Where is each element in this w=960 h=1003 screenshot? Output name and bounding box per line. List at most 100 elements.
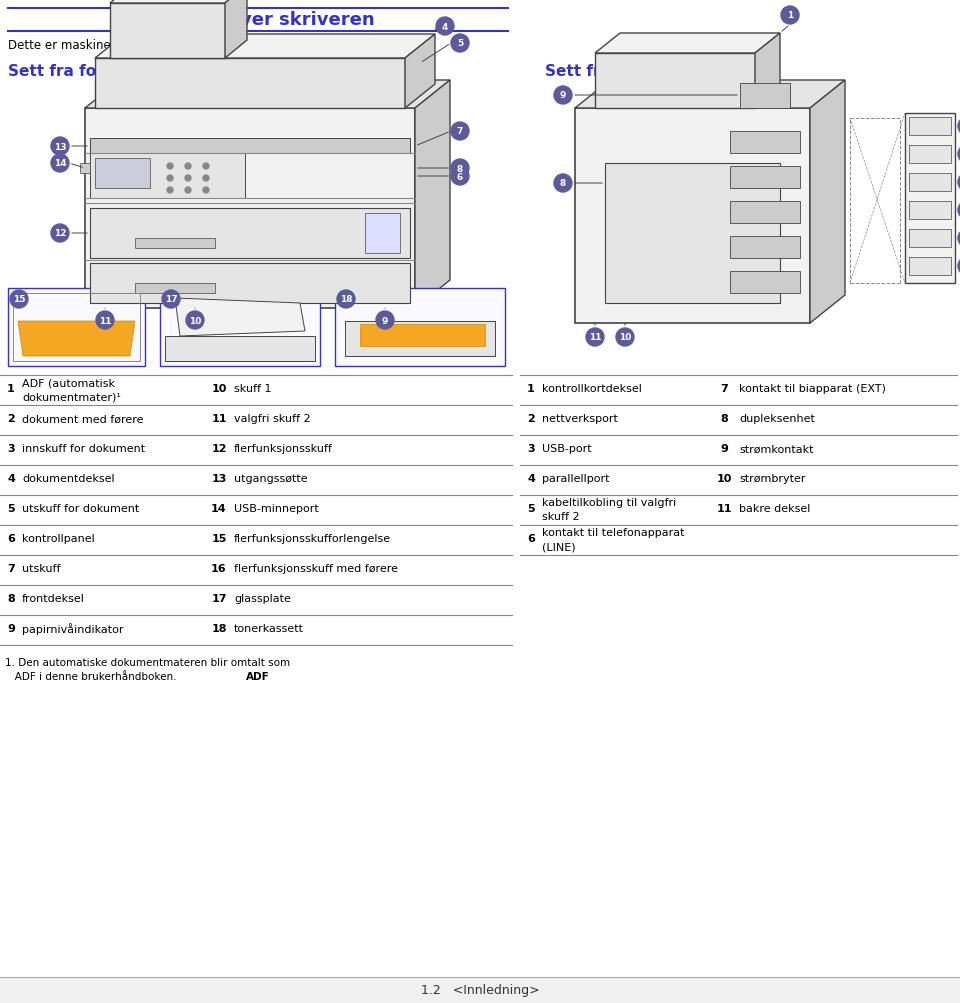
Text: dokument med førere: dokument med førere [22,414,143,424]
Text: utgangssøtte: utgangssøtte [234,474,307,484]
Text: 4: 4 [442,22,448,31]
Circle shape [451,35,469,53]
Circle shape [186,312,204,330]
Circle shape [51,154,69,173]
Text: (LINE): (LINE) [542,542,576,552]
Polygon shape [575,81,845,109]
Polygon shape [335,289,505,367]
Text: 9: 9 [720,444,728,454]
Text: Oversikt over skriveren: Oversikt over skriveren [135,11,374,29]
Text: 17: 17 [211,594,227,604]
Bar [0,977,960,1003]
Text: 6: 6 [527,534,535,544]
Circle shape [203,176,209,182]
Text: glassplate: glassplate [234,594,291,604]
Polygon shape [90,138,410,153]
Polygon shape [90,209,410,259]
Circle shape [554,87,572,105]
Circle shape [451,159,469,178]
Text: 4: 4 [7,474,15,484]
Text: 1.2   <Innledning>: 1.2 <Innledning> [420,984,540,997]
Text: 9: 9 [560,91,566,100]
Polygon shape [405,35,435,109]
Polygon shape [175,299,305,337]
Polygon shape [730,272,800,294]
Circle shape [616,329,634,347]
Text: 8: 8 [7,594,14,604]
Text: utskuff: utskuff [22,564,60,574]
Text: kontrollpanel: kontrollpanel [22,534,95,544]
Text: 3: 3 [527,444,535,454]
Circle shape [167,163,173,170]
Text: dokumentdeksel: dokumentdeksel [22,474,114,484]
Circle shape [167,188,173,194]
Polygon shape [730,166,800,189]
Polygon shape [755,34,780,109]
Polygon shape [730,131,800,153]
Polygon shape [85,109,415,309]
Polygon shape [135,284,215,294]
Text: 8: 8 [560,180,566,189]
Polygon shape [909,145,951,163]
Polygon shape [110,4,225,59]
Polygon shape [909,118,951,135]
Circle shape [51,137,69,155]
Text: 9: 9 [7,624,15,634]
Text: 6: 6 [7,534,15,544]
Text: 10: 10 [716,474,732,484]
Circle shape [958,258,960,276]
Polygon shape [95,158,150,189]
Text: 15: 15 [211,534,227,544]
Text: bakre deksel: bakre deksel [739,504,810,514]
Circle shape [958,202,960,220]
Polygon shape [95,35,435,59]
Polygon shape [85,81,450,109]
Text: 17: 17 [165,295,178,304]
Polygon shape [909,230,951,248]
Text: kontakt til telefonapparat: kontakt til telefonapparat [542,528,684,538]
Circle shape [185,163,191,170]
Circle shape [554,175,572,193]
Text: 9: 9 [382,316,388,325]
Circle shape [451,123,469,140]
Text: 1: 1 [527,384,535,394]
Text: Sett fra forsiden: Sett fra forsiden [8,63,150,78]
Text: utskuff for dokument: utskuff for dokument [22,504,139,514]
Polygon shape [135,239,215,249]
Text: USB-minneport: USB-minneport [234,504,319,514]
Text: 2: 2 [7,414,14,424]
Polygon shape [360,325,485,347]
Text: valgfri skuff 2: valgfri skuff 2 [234,414,311,424]
Text: tonerkassett: tonerkassett [234,624,304,634]
Text: 10: 10 [211,384,227,394]
Text: 1: 1 [787,11,793,20]
Text: Sett fra baksiden: Sett fra baksiden [545,63,694,78]
Text: 1. Den automatiske dokumentmateren blir omtalt som: 1. Den automatiske dokumentmateren blir … [5,657,290,667]
Circle shape [203,163,209,170]
Text: 1: 1 [7,384,14,394]
Text: ADF (automatisk: ADF (automatisk [22,378,115,388]
Circle shape [958,230,960,248]
Circle shape [96,312,114,330]
Text: 7: 7 [720,384,728,394]
Text: ADF i denne brukerhåndboken.: ADF i denne brukerhåndboken. [5,671,177,681]
Text: 7: 7 [7,564,14,574]
Text: nettverksport: nettverksport [542,414,618,424]
Text: papirnivåindikator: papirnivåindikator [22,623,124,635]
Text: 11: 11 [588,333,601,342]
Text: skuff 1: skuff 1 [234,384,272,394]
Circle shape [167,176,173,182]
Polygon shape [810,81,845,324]
Text: 11: 11 [716,504,732,514]
Circle shape [162,291,180,309]
Polygon shape [345,322,495,357]
Text: 11: 11 [99,316,111,325]
Circle shape [958,145,960,163]
Text: 14: 14 [54,159,66,169]
Polygon shape [18,322,135,357]
Text: 14: 14 [211,504,227,514]
Text: 13: 13 [211,474,227,484]
Text: 4: 4 [527,474,535,484]
Text: 5: 5 [457,39,463,48]
Circle shape [185,188,191,194]
